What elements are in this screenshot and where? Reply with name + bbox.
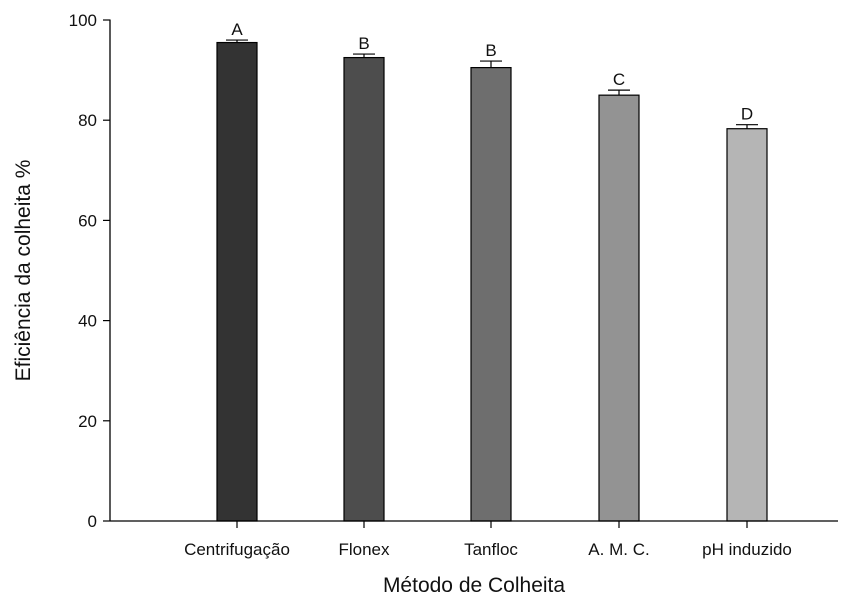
x-tick-label: Flonex [338, 540, 390, 559]
error-bars-group [226, 39, 758, 129]
x-tick-label: Centrifugação [184, 540, 290, 559]
x-axis-title: Método de Colheita [383, 574, 565, 597]
y-tick-label: 40 [78, 312, 97, 331]
y-axis-title: Eficiência da colheita % [12, 160, 35, 382]
x-tick-label: pH induzido [702, 540, 792, 559]
y-tick-label: 20 [78, 412, 97, 431]
bar [343, 56, 385, 522]
significance-label: A [231, 20, 243, 39]
bar [598, 94, 640, 522]
bar [726, 128, 768, 522]
significance-labels-group: A B B C D [231, 20, 753, 124]
x-axis-ticks: Centrifugação Flonex Tanfloc A. M. C. pH ind… [184, 521, 792, 559]
y-axis-ticks: 0 20 40 60 80 100 [69, 11, 110, 531]
significance-label: C [613, 70, 625, 89]
x-tick-label: A. M. C. [588, 540, 649, 559]
significance-label: B [358, 34, 369, 53]
bar [470, 66, 512, 522]
y-tick-label: 60 [78, 211, 97, 230]
x-tick-label: Tanfloc [464, 540, 518, 559]
y-tick-label: 0 [88, 512, 97, 531]
y-tick-label: 80 [78, 111, 97, 130]
bars-group [216, 41, 768, 522]
significance-label: B [485, 41, 496, 60]
significance-label: D [741, 105, 753, 124]
y-tick-label: 100 [69, 11, 97, 30]
bar [216, 41, 258, 522]
